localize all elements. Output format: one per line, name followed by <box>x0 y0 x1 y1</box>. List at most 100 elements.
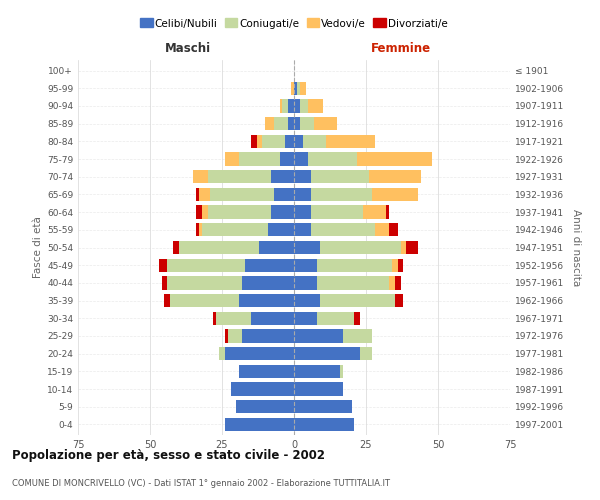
Bar <box>245 258 294 272</box>
Bar <box>228 330 242 342</box>
Text: Femmine: Femmine <box>370 42 431 54</box>
Bar <box>317 312 355 325</box>
Bar <box>259 241 294 254</box>
Bar <box>308 152 358 166</box>
Bar <box>294 276 317 289</box>
Bar <box>326 134 374 148</box>
Bar <box>374 223 389 236</box>
Bar <box>291 82 294 95</box>
Bar <box>294 241 320 254</box>
Bar <box>251 134 257 148</box>
Bar <box>340 364 343 378</box>
Bar <box>167 276 242 289</box>
Bar <box>167 258 245 272</box>
Bar <box>262 134 286 148</box>
Bar <box>300 100 308 112</box>
Bar <box>179 241 259 254</box>
Bar <box>271 170 294 183</box>
Bar <box>294 152 308 166</box>
Bar <box>294 100 300 112</box>
Bar <box>257 134 262 148</box>
Bar <box>214 312 216 325</box>
Bar <box>294 400 352 413</box>
Bar <box>355 312 360 325</box>
Y-axis label: Fasce di età: Fasce di età <box>33 216 43 278</box>
Bar <box>236 400 294 413</box>
Bar <box>208 206 271 219</box>
Bar <box>294 170 311 183</box>
Bar <box>395 294 403 307</box>
Bar <box>294 206 311 219</box>
Bar <box>274 117 288 130</box>
Bar <box>286 134 294 148</box>
Text: Popolazione per età, sesso e stato civile - 2002: Popolazione per età, sesso e stato civil… <box>12 450 325 462</box>
Bar <box>392 258 398 272</box>
Bar <box>297 82 300 95</box>
Bar <box>372 188 418 201</box>
Bar <box>251 312 294 325</box>
Bar <box>320 294 395 307</box>
Bar <box>242 276 294 289</box>
Bar <box>239 294 294 307</box>
Bar <box>208 170 271 183</box>
Y-axis label: Anni di nascita: Anni di nascita <box>571 209 581 286</box>
Bar <box>294 188 311 201</box>
Bar <box>216 312 251 325</box>
Bar <box>363 206 386 219</box>
Bar <box>294 117 300 130</box>
Bar <box>225 418 294 431</box>
Bar <box>225 152 239 166</box>
Bar <box>280 100 283 112</box>
Bar <box>294 418 355 431</box>
Bar <box>161 276 167 289</box>
Bar <box>308 100 323 112</box>
Bar <box>311 170 369 183</box>
Bar <box>271 206 294 219</box>
Bar <box>311 223 374 236</box>
Bar <box>280 152 294 166</box>
Bar <box>294 312 317 325</box>
Bar <box>288 100 294 112</box>
Bar <box>230 382 294 396</box>
Legend: Celibi/Nubili, Coniugati/e, Vedovi/e, Divorziati/e: Celibi/Nubili, Coniugati/e, Vedovi/e, Di… <box>136 14 452 33</box>
Bar <box>358 152 432 166</box>
Bar <box>274 188 294 201</box>
Bar <box>294 347 360 360</box>
Bar <box>294 364 340 378</box>
Bar <box>173 241 179 254</box>
Bar <box>314 117 337 130</box>
Bar <box>294 134 302 148</box>
Bar <box>199 188 211 201</box>
Bar <box>294 382 343 396</box>
Bar <box>320 241 401 254</box>
Bar <box>199 223 202 236</box>
Bar <box>239 152 280 166</box>
Bar <box>268 223 294 236</box>
Bar <box>395 276 401 289</box>
Bar <box>317 276 389 289</box>
Bar <box>170 294 239 307</box>
Bar <box>283 100 288 112</box>
Bar <box>294 294 320 307</box>
Bar <box>265 117 274 130</box>
Bar <box>360 347 372 360</box>
Bar <box>401 241 406 254</box>
Bar <box>369 170 421 183</box>
Bar <box>225 347 294 360</box>
Bar <box>300 82 305 95</box>
Bar <box>239 364 294 378</box>
Text: COMUNE DI MONCRIVELLO (VC) - Dati ISTAT 1° gennaio 2002 - Elaborazione TUTTITALI: COMUNE DI MONCRIVELLO (VC) - Dati ISTAT … <box>12 478 390 488</box>
Bar <box>196 188 199 201</box>
Bar <box>158 258 167 272</box>
Bar <box>294 330 343 342</box>
Bar <box>389 223 398 236</box>
Bar <box>202 223 268 236</box>
Bar <box>219 347 225 360</box>
Bar <box>202 206 208 219</box>
Bar <box>193 170 208 183</box>
Bar <box>294 258 317 272</box>
Bar <box>398 258 403 272</box>
Bar <box>294 223 311 236</box>
Bar <box>406 241 418 254</box>
Bar <box>300 117 314 130</box>
